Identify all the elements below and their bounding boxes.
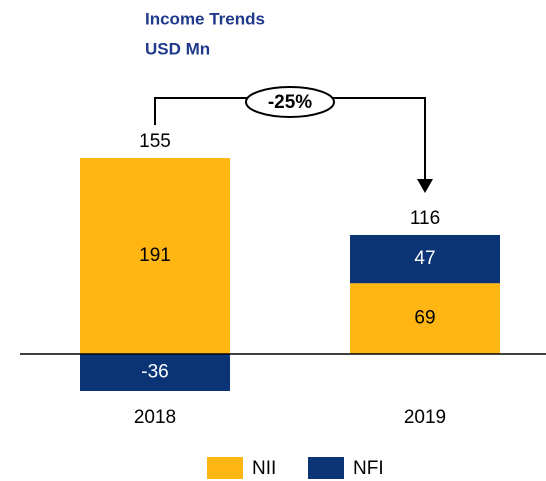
chart-subtitle: USD Mn [145, 39, 210, 58]
bar-segment [80, 354, 230, 391]
annotation: -25% [268, 92, 312, 113]
total-label: 155 [139, 131, 171, 152]
arrow-head [417, 179, 433, 193]
x-tick-label: 2019 [404, 407, 446, 428]
data-label: 47 [414, 248, 435, 269]
data-label: 69 [414, 308, 435, 329]
bar-segment [350, 283, 500, 355]
data-label: -36 [141, 362, 168, 383]
data-label: 191 [139, 245, 171, 266]
bar-segment [350, 234, 500, 284]
total-label: 116 [410, 208, 440, 229]
x-tick-label: 2018 [134, 407, 176, 428]
chart-title: Income Trends [145, 9, 265, 28]
legend-swatch [207, 457, 243, 479]
legend-swatch [308, 457, 344, 479]
bar-segment [80, 158, 230, 355]
legend-label: NFI [353, 458, 384, 479]
annotation-bubble [245, 86, 335, 118]
legend-label: NII [252, 458, 276, 479]
